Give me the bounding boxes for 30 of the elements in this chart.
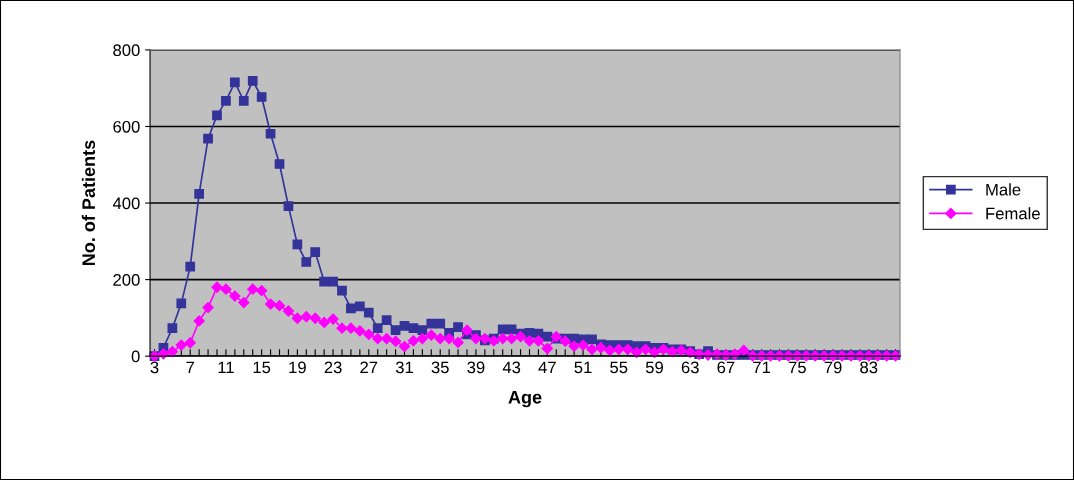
x-tick-label: 43 <box>502 361 521 374</box>
legend-label: Male <box>986 183 1021 196</box>
x-tick-label: 35 <box>431 361 449 374</box>
x-tick-label: 75 <box>788 361 806 374</box>
y-tick-label: 600 <box>113 120 140 133</box>
x-tick-label: 27 <box>360 361 378 374</box>
x-tick-label: 55 <box>610 361 628 374</box>
y-tick-label: 0 <box>131 350 140 363</box>
y-tick-label: 400 <box>112 197 140 210</box>
x-tick-label: 39 <box>467 361 485 374</box>
x-tick-label: 31 <box>395 361 413 374</box>
x-tick-label: 63 <box>681 361 699 374</box>
y-tick-label: 800 <box>113 44 140 57</box>
x-tick-label: 67 <box>717 361 735 374</box>
x-tick-label: 51 <box>574 361 592 374</box>
x-tick-label: 23 <box>324 361 342 374</box>
x-tick-label: 47 <box>538 361 556 374</box>
x-tick-label: 7 <box>186 361 195 374</box>
x-tick-label: 11 <box>218 361 234 374</box>
x-tick-label: 71 <box>753 361 771 374</box>
x-tick-label: 3 <box>150 361 159 374</box>
x-tick-label: 83 <box>860 361 878 374</box>
legend-label: Female <box>986 207 1040 220</box>
x-tick-label: 59 <box>645 361 663 374</box>
y-axis-title: No. of Patients <box>81 140 96 266</box>
x-tick-label: 79 <box>824 361 842 374</box>
x-tick-label: 15 <box>253 361 271 374</box>
y-tick-label: 200 <box>113 274 140 286</box>
x-axis-title: Age <box>508 391 542 408</box>
x-tick-label: 19 <box>289 361 306 374</box>
